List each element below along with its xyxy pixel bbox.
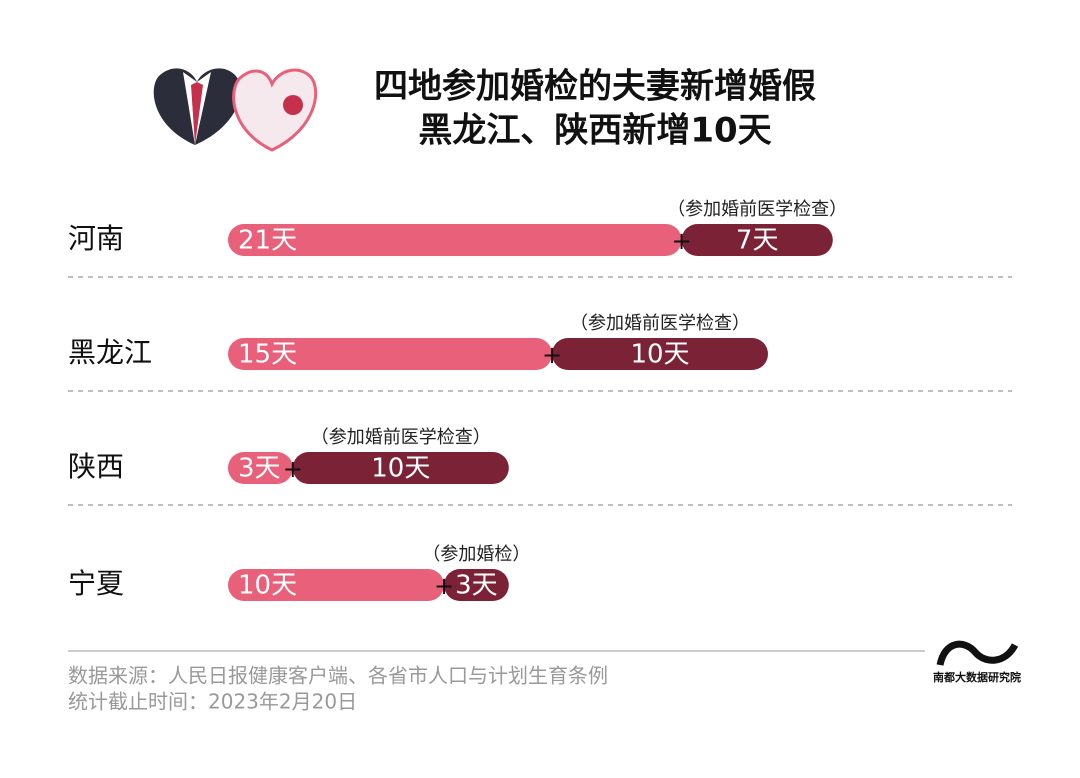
bar [228,569,444,601]
logo: 南都大数据研究院 [933,640,1021,684]
value-label: 15天 [238,340,297,370]
category-label: 黑龙江 [68,336,152,369]
category-label: 河南 [68,222,124,255]
bar [444,569,509,601]
value-label: 10天 [630,340,689,370]
bar [681,224,833,256]
joiner: + [542,341,562,369]
value-label: 7天 [736,226,779,256]
value-label: 3天 [238,454,281,484]
value-label: 10天 [371,454,430,484]
value-label: 3天 [455,571,498,601]
chart-title: 四地参加婚检的夫妻新增婚假 [374,67,816,107]
bar [228,338,552,370]
value-label: 21天 [238,226,297,256]
heart-icon [153,68,318,152]
joiner: + [283,455,303,483]
annotation: （参加婚前医学检查） [570,313,750,334]
logo-text: 南都大数据研究院 [933,670,1021,684]
joiner: + [672,227,692,255]
bar [292,452,509,484]
annotation: （参加婚前医学检查） [667,199,847,220]
category-label: 陕西 [68,450,124,483]
value-label: 10天 [238,571,297,601]
annotation: （参加婚前医学检查） [311,427,491,448]
bar [552,338,768,370]
source: 统计截止时间：2023年2月20日 [68,690,357,714]
joiner: + [434,572,454,600]
category-label: 宁夏 [68,567,124,600]
annotation: （参加婚检） [422,544,530,565]
bar [228,224,682,256]
chart-title: 黑龙江、陕西新增10天 [418,111,771,151]
source: 数据来源：人民日报健康客户端、各省市人口与计划生育条例 [68,664,608,688]
bar [228,452,293,484]
